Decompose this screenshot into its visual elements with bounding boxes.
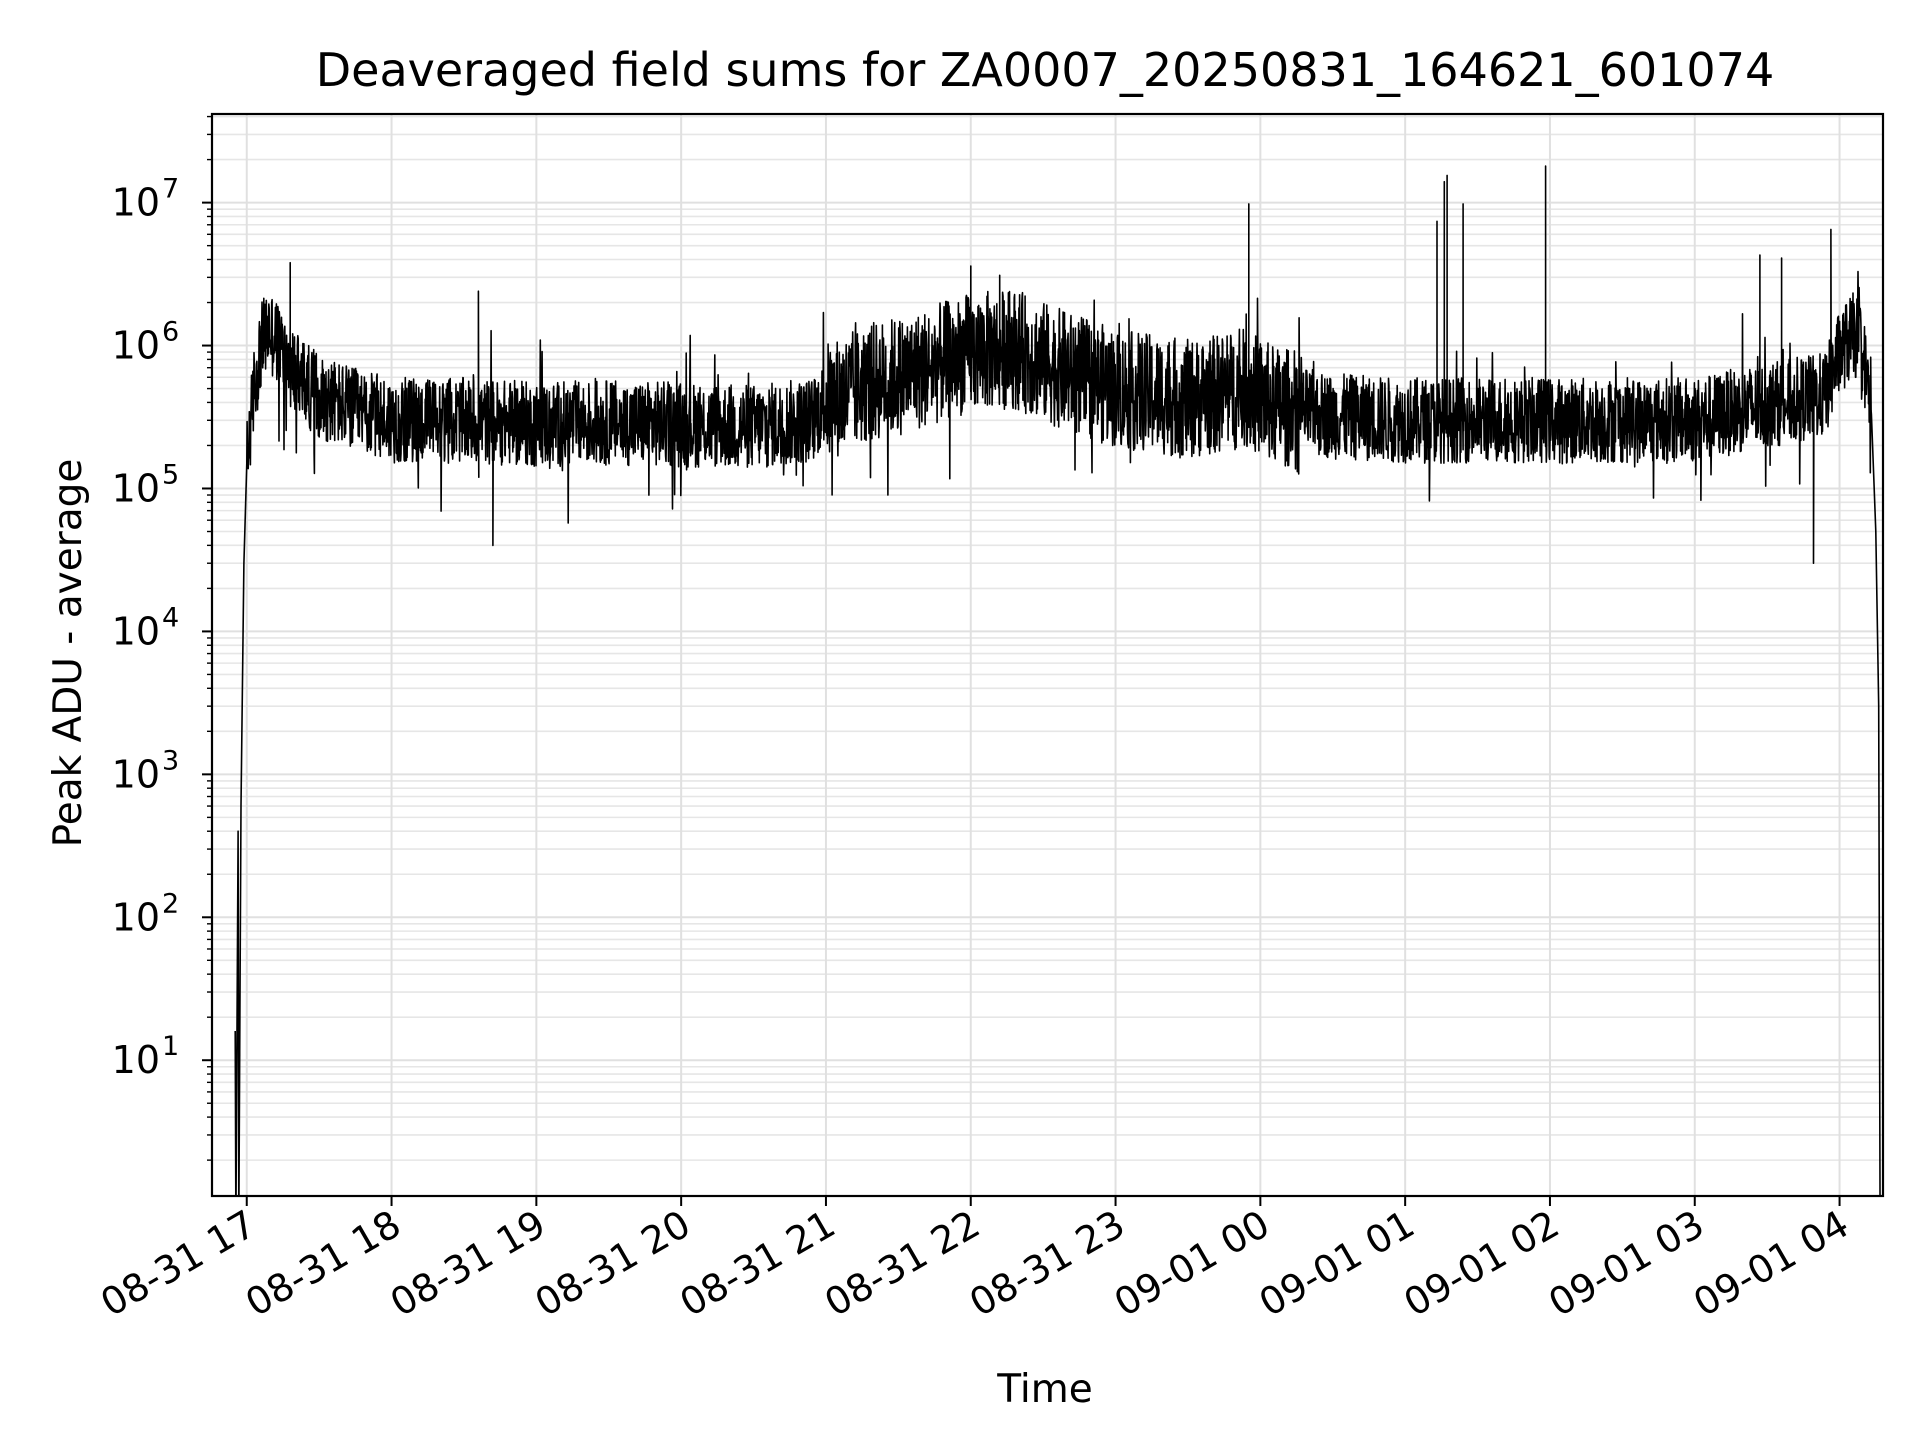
y-tick-exponent: 1 — [162, 1031, 179, 1062]
y-tick-label: 10 — [112, 466, 160, 510]
y-axis-title: Peak ADU - average — [46, 459, 91, 848]
y-tick-exponent: 5 — [162, 459, 179, 490]
y-tick-label: 10 — [112, 1038, 160, 1082]
y-tick-exponent: 3 — [162, 745, 179, 776]
y-tick-label: 10 — [112, 609, 160, 653]
y-tick-exponent: 7 — [162, 174, 179, 205]
chart-title: Deaveraged field sums for ZA0007_2025083… — [316, 43, 1775, 97]
x-axis-title: Time — [996, 1367, 1092, 1412]
y-tick-label: 10 — [112, 181, 160, 225]
y-tick-label: 10 — [112, 324, 160, 368]
minor-grid — [212, 115, 1883, 1161]
y-tick-exponent: 2 — [162, 888, 179, 919]
y-tick-label: 10 — [112, 895, 160, 939]
major-grid — [212, 114, 1883, 1196]
plot-area — [234, 165, 1881, 1196]
y-tick-exponent: 6 — [162, 317, 179, 348]
plot-frame — [210, 112, 1885, 1198]
y-tick-label: 10 — [112, 752, 160, 796]
y-tick-exponent: 4 — [162, 602, 179, 633]
series-line — [234, 165, 1881, 1196]
